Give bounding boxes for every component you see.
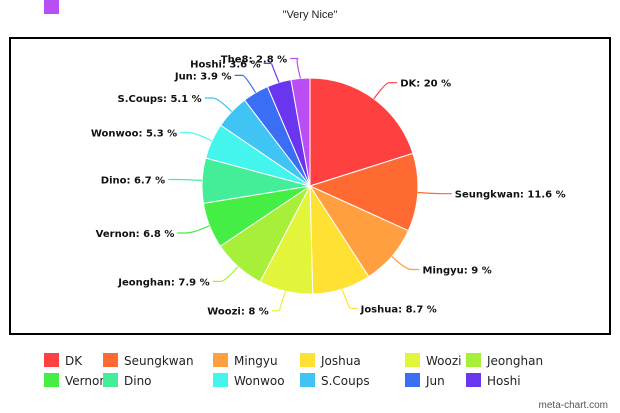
legend-item-woozi: Woozi <box>405 353 461 368</box>
legend-swatch-hoshi <box>466 373 481 387</box>
legend-swatch-jeonghan <box>466 353 481 367</box>
slice-label-line-vernon <box>177 225 210 234</box>
slice-label-line-mingyu <box>391 256 420 271</box>
legend-label-seungkwan: Seungkwan <box>124 354 194 368</box>
legend-item-mingyu: Mingyu <box>213 353 278 368</box>
slice-label-the8: The8: 2.8 % <box>221 55 287 66</box>
legend-label-dino: Dino <box>124 374 152 388</box>
slice-label-dino: Dino: 6.7 % <box>101 176 165 187</box>
legend-label-s-coups: S.Coups <box>321 374 370 388</box>
legend-swatch-jun <box>405 373 420 387</box>
legend-item-joshua: Joshua <box>300 353 361 368</box>
legend-label-mingyu: Mingyu <box>234 354 278 368</box>
slice-label-line-woozi <box>271 290 287 312</box>
legend-label-jeonghan: Jeonghan <box>486 354 543 368</box>
legend-swatch-dino <box>103 373 118 387</box>
legend-label-jun: Jun <box>425 374 445 388</box>
slice-label-jeonghan: Jeonghan: 7.9 % <box>117 277 209 288</box>
slice-label-line-joshua <box>341 288 358 309</box>
legend-swatch-dk <box>44 353 59 367</box>
legend-item-dk: DK <box>44 353 83 368</box>
legend-item-s-coups: S.Coups <box>300 373 370 388</box>
slice-label-line-jeonghan <box>212 266 239 282</box>
pie-slices <box>201 77 419 295</box>
credit-text: meta-chart.com <box>539 400 608 411</box>
legend-label-the8: The8 <box>64 0 95 3</box>
slice-label-line-dino <box>168 178 203 182</box>
slice-label-line-hoshi <box>263 62 280 83</box>
legend-swatch-s-coups <box>300 373 315 387</box>
legend-swatch-the8 <box>44 0 59 14</box>
legend-item-jun: Jun <box>405 373 445 388</box>
legend-label-joshua: Joshua <box>320 354 361 368</box>
legend: DK Seungkwan Mingyu Joshua Woozi Jeonghan Vern… <box>44 0 543 388</box>
slice-label-mingyu: Mingyu: 9 % <box>423 266 492 277</box>
legend-label-hoshi: Hoshi <box>487 374 521 388</box>
legend-item-jeonghan: Jeonghan <box>466 353 543 368</box>
slice-label-wonwoo: Wonwoo: 5.3 % <box>91 129 177 140</box>
legend-item-hoshi: Hoshi <box>466 373 521 388</box>
slice-labels: DK: 20 % Seungkwan: 11.6 % Mingyu: 9 % Josh… <box>91 55 566 318</box>
legend-label-wonwoo: Wonwoo <box>234 374 285 388</box>
legend-item-wonwoo: Wonwoo <box>213 373 285 388</box>
slice-label-hoshi: Hoshi: 3.6 % <box>190 59 260 70</box>
slice-label-line-jun <box>234 74 257 94</box>
chart-title: "Very Nice" <box>283 9 338 21</box>
legend-label-vernon: Vernon <box>65 374 107 388</box>
legend-swatch-mingyu <box>213 353 228 367</box>
slice-label-s-coups: S.Coups: 5.1 % <box>118 94 202 105</box>
legend-swatch-joshua <box>300 353 315 367</box>
slice-label-line-the8 <box>290 57 302 79</box>
slice-label-line-seungkwan <box>417 191 452 195</box>
slice-label-line-s-coups <box>204 97 233 113</box>
slice-label-joshua: Joshua: 8.7 % <box>360 304 437 315</box>
slice-label-line-wonwoo <box>180 132 213 142</box>
legend-swatch-wonwoo <box>213 373 228 387</box>
legend-item-seungkwan: Seungkwan <box>103 353 194 368</box>
slice-label-woozi: Woozi: 8 % <box>207 307 269 318</box>
legend-swatch-woozi <box>405 353 420 367</box>
legend-item-the8: The8 <box>44 0 95 14</box>
slice-label-line-dk <box>373 82 398 100</box>
slice-label-seungkwan: Seungkwan: 11.6 % <box>455 190 566 201</box>
legend-item-dino: Dino <box>103 373 152 388</box>
legend-label-dk: DK <box>65 354 83 368</box>
slice-label-vernon: Vernon: 6.8 % <box>96 229 175 240</box>
legend-item-vernon: Vernon <box>44 373 107 388</box>
legend-label-woozi: Woozi <box>426 354 461 368</box>
legend-swatch-vernon <box>44 373 59 387</box>
legend-swatch-seungkwan <box>103 353 118 367</box>
slice-label-jun: Jun: 3.9 % <box>174 71 232 82</box>
pie-slice-the8 <box>290 77 311 187</box>
slice-label-lines <box>168 57 452 312</box>
slice-label-dk: DK: 20 % <box>400 79 451 90</box>
